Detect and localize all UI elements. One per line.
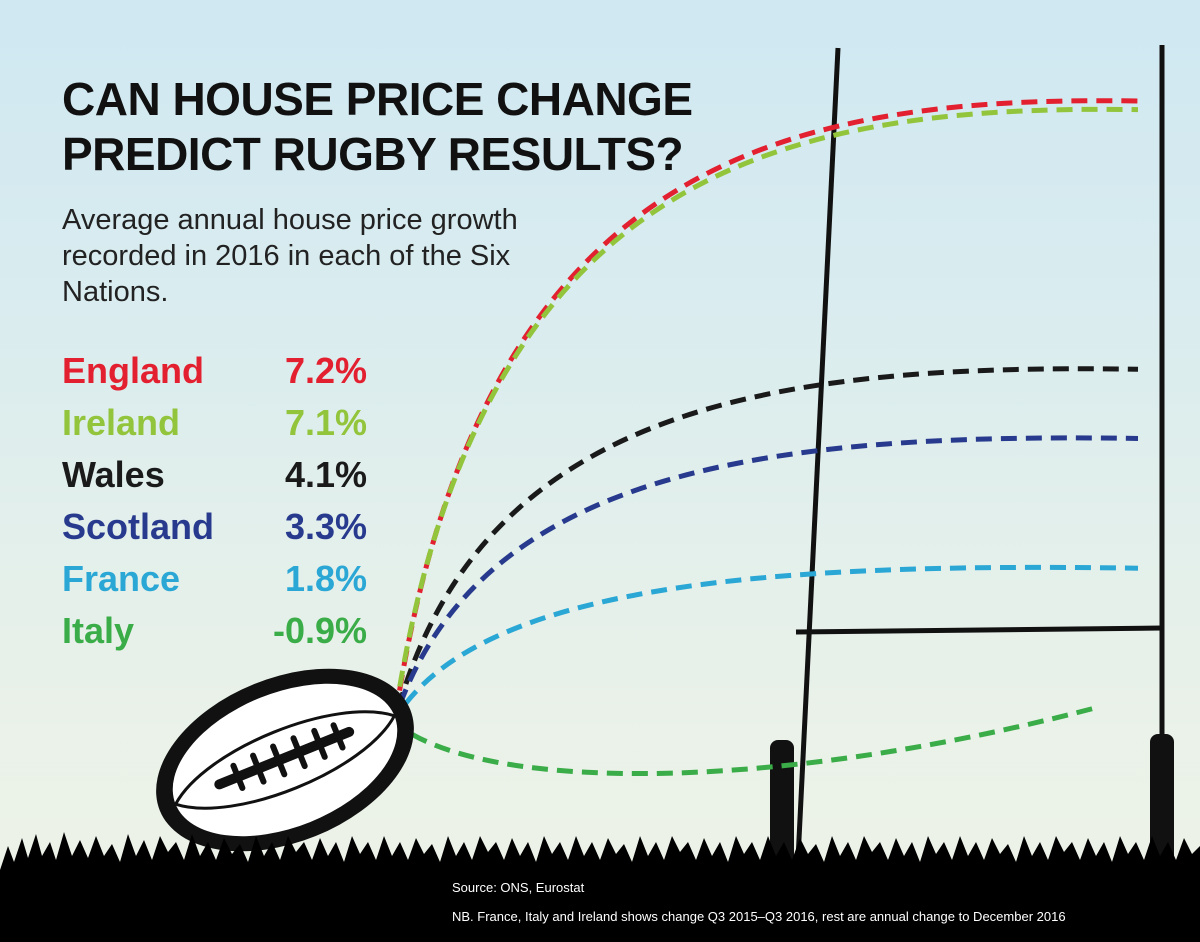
growth-value: 1.8% [284, 558, 367, 599]
left-post [793, 47, 841, 901]
page-title: CAN HOUSE PRICE CHANGE PREDICT RUGBY RES… [62, 73, 693, 180]
country-name: France [62, 558, 181, 599]
country-name: Scotland [62, 506, 215, 547]
country-legend: England 7.2% Ireland 7.1% Wales 4.1% Scotland 3… [62, 345, 367, 657]
growth-value: 4.1% [284, 454, 367, 495]
country-name: England [62, 350, 204, 391]
trajectory-italy [390, 705, 1096, 777]
country-name: Italy [62, 610, 135, 651]
country-name: Wales [62, 454, 165, 495]
growth-value: 7.1% [284, 402, 367, 443]
growth-value: 3.3% [284, 506, 367, 547]
source-note: Source: ONS, Eurostat [452, 880, 585, 895]
footnote: NB. France, Italy and Ireland shows chan… [452, 909, 1066, 924]
legend-row-france: France 1.8% [62, 553, 367, 605]
legend-row-wales: Wales 4.1% [62, 449, 367, 501]
trajectory-france [389, 564, 1139, 726]
legend-row-ireland: Ireland 7.1% [62, 397, 367, 449]
trajectory-lines [389, 98, 1139, 777]
subtitle: Average annual house price growth record… [62, 204, 518, 308]
crossbar [795, 625, 1163, 635]
trajectory-england [389, 98, 1139, 741]
trajectory-wales [389, 366, 1139, 733]
growth-value: -0.9% [272, 610, 367, 651]
legend-row-italy: Italy -0.9% [62, 605, 367, 657]
growth-value: 7.2% [284, 350, 367, 391]
rugby-ball-icon [156, 668, 414, 852]
legend-row-scotland: Scotland 3.3% [62, 501, 367, 553]
goal-posts-icon [770, 45, 1174, 901]
grass-silhouette [0, 832, 1200, 942]
trajectory-ireland [389, 106, 1139, 737]
legend-row-england: England 7.2% [62, 345, 367, 397]
trajectory-scotland [389, 435, 1139, 729]
country-name: Ireland [62, 402, 181, 443]
